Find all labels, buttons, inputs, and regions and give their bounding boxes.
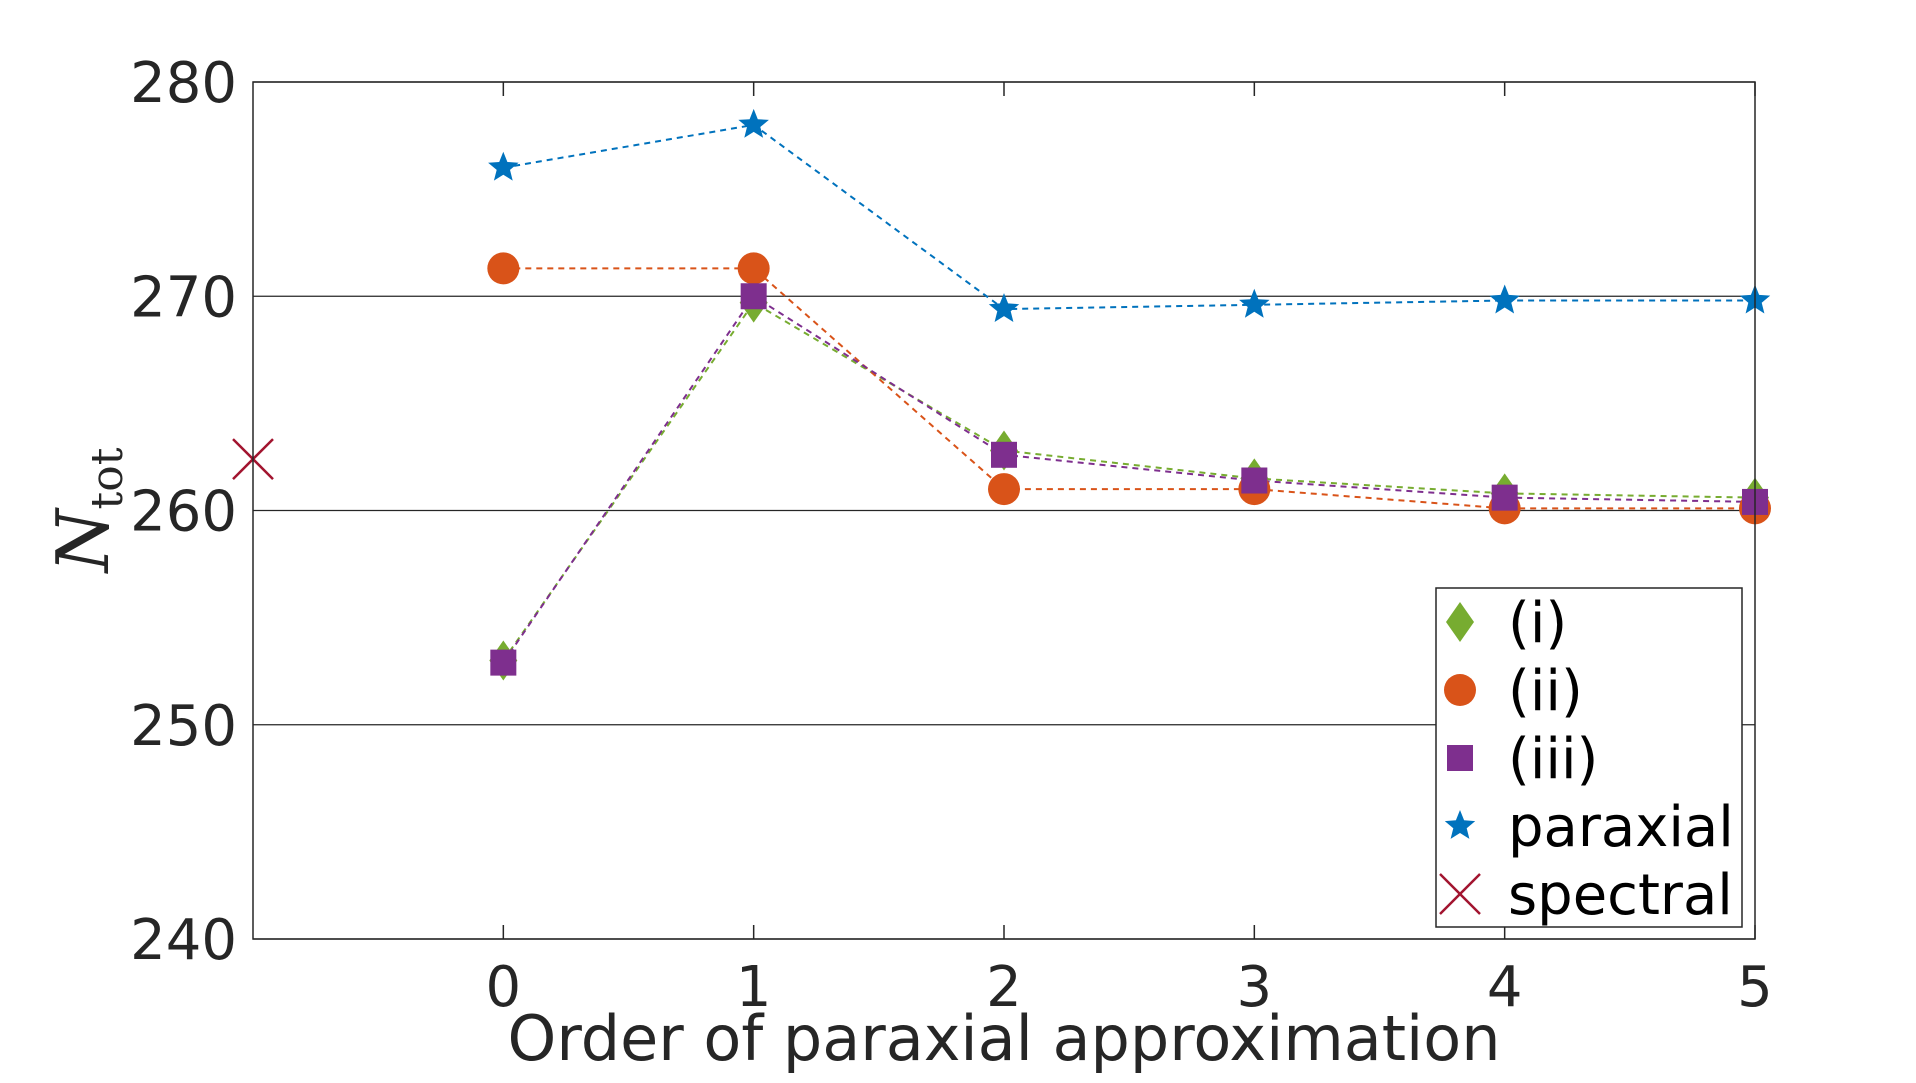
legend-label-ii: (ii) (1508, 659, 1583, 724)
data-point-iii (490, 649, 517, 676)
x-tick-label: 5 (1737, 955, 1773, 1020)
legend-marker-paraxial (1444, 810, 1476, 839)
data-point-paraxial (1239, 288, 1270, 318)
y-tick-label: 250 (130, 694, 237, 759)
legend-label-iii: (iii) (1508, 727, 1598, 792)
data-point-ii (487, 252, 520, 285)
y-axis-label-subscript: tot (82, 447, 133, 509)
y-axis-label: Ntot (41, 447, 133, 574)
x-axis-label: Order of paraxial approximation (508, 1002, 1501, 1075)
x-tick-label: 4 (1487, 955, 1523, 1020)
legend-label-paraxial: paraxial (1508, 795, 1734, 860)
y-tick-labels: 240 250 260 270 280 (130, 51, 237, 973)
series-line-i (502, 301, 1756, 662)
series-line-paraxial (503, 123, 1755, 311)
legend-marker-i (1446, 602, 1474, 642)
legend-marker-ii (1444, 674, 1476, 706)
data-point-iii (1241, 467, 1268, 494)
data-point-iii (991, 441, 1017, 468)
data-point-iii (740, 283, 767, 310)
data-point-ii (988, 473, 1020, 506)
x-tick-label: 2 (986, 955, 1022, 1020)
legend-label-i: (i) (1508, 591, 1567, 656)
y-tick-label: 260 (130, 480, 237, 545)
series-markers (232, 108, 1771, 681)
y-tick-label: 240 (130, 908, 237, 973)
legend-marker-spectral-stroke-b (1439, 873, 1481, 915)
data-point-paraxial (738, 108, 769, 138)
legend-label-spectral: spectral (1508, 863, 1733, 928)
x-tick-labels: 0 1 2 3 4 5 (486, 955, 1773, 1020)
series-line-ii (503, 267, 1755, 510)
legend-marker-spectral (1439, 873, 1481, 915)
legend-box (1435, 587, 1743, 928)
data-point-paraxial (1489, 284, 1520, 314)
x-tick-label: 0 (486, 955, 522, 1020)
data-point-paraxial (988, 293, 1020, 322)
y-axis-label-main: N (41, 506, 125, 574)
x-tick-label: 1 (736, 955, 772, 1020)
series-lines (502, 123, 1756, 664)
y-tick-label: 270 (130, 265, 237, 330)
x-tick-label: 3 (1237, 955, 1273, 1020)
data-point-paraxial (488, 151, 519, 181)
data-point-iii (1491, 484, 1518, 511)
y-tick-label: 280 (130, 51, 237, 116)
legend-marker-iii (1447, 745, 1473, 771)
plot-frame (252, 81, 1756, 940)
data-point-ii (737, 252, 770, 285)
